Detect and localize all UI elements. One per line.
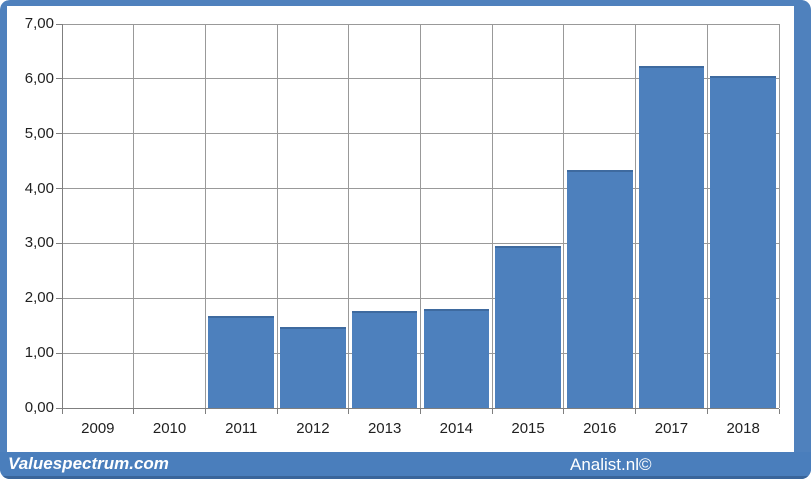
bar-2017 xyxy=(638,65,705,408)
y-axis-line xyxy=(62,24,63,409)
gridline-vertical xyxy=(491,24,493,408)
bar-2012 xyxy=(280,326,346,408)
window-border-top xyxy=(0,0,811,6)
x-axis-tick xyxy=(563,409,565,414)
valuespectrum-brand-text: Valuespectrum.com xyxy=(8,454,169,473)
x-axis-tick-label: 2014 xyxy=(439,420,474,437)
x-axis-tick-label: 2018 xyxy=(726,420,760,437)
gridline-vertical xyxy=(563,24,565,408)
gridline-vertical xyxy=(204,24,206,408)
x-axis-tick xyxy=(204,409,206,414)
y-axis-tick-label: 7,00 xyxy=(24,15,54,32)
y-axis-tick xyxy=(56,242,62,244)
gridline-vertical xyxy=(348,24,350,408)
y-axis-tick-label: 2,00 xyxy=(24,289,54,307)
x-axis-line xyxy=(62,408,779,409)
x-axis-tick-label: 2011 xyxy=(225,420,258,437)
bar-2018 xyxy=(710,76,776,408)
y-axis-tick xyxy=(56,407,62,409)
bar-2014 xyxy=(423,308,490,408)
window-border-right xyxy=(794,0,811,479)
gridline-vertical xyxy=(133,24,135,408)
window-border-left xyxy=(0,0,7,479)
x-axis-tick xyxy=(778,409,780,414)
y-axis-tick-label: 3,00 xyxy=(24,234,54,252)
x-axis-tick-label: 2017 xyxy=(654,420,689,437)
bar-2011 xyxy=(208,315,275,408)
x-axis-tick xyxy=(491,409,493,414)
gridline-vertical xyxy=(706,24,708,408)
gridline-vertical xyxy=(635,24,637,408)
y-axis-tick-label: 4,00 xyxy=(24,179,54,197)
y-axis-tick-label: 6,00 xyxy=(24,69,54,87)
bar-2015 xyxy=(495,245,561,408)
y-axis-tick-label: 1,00 xyxy=(24,344,54,362)
bar-2016 xyxy=(566,170,633,408)
gridline-vertical xyxy=(778,24,780,408)
x-axis-tick xyxy=(706,409,708,414)
y-axis-tick xyxy=(56,23,62,25)
y-axis-tick-label: 5,00 xyxy=(24,124,54,142)
y-axis-tick-label: 0,00 xyxy=(24,399,54,416)
y-axis-tick xyxy=(56,352,62,354)
x-axis-tick xyxy=(61,409,63,414)
x-axis-tick-label: 2010 xyxy=(152,420,187,437)
gridline-vertical xyxy=(276,24,278,408)
y-axis-tick xyxy=(56,297,62,299)
x-axis-tick-label: 2016 xyxy=(583,420,617,437)
x-axis-tick-label: 2012 xyxy=(296,420,330,437)
footer-bar: Valuespectrum.com Analist.nl© xyxy=(0,452,811,479)
y-axis-tick xyxy=(56,78,62,80)
x-axis-tick xyxy=(420,409,421,414)
y-axis-tick xyxy=(56,133,62,135)
x-axis-tick xyxy=(635,409,637,414)
bar-2013 xyxy=(351,310,418,408)
y-axis-tick xyxy=(56,188,62,190)
x-axis-tick-label: 2009 xyxy=(81,420,115,437)
x-axis-tick-label: 2013 xyxy=(367,420,402,437)
x-axis-tick-label: 2015 xyxy=(511,420,545,437)
plot-area xyxy=(56,23,780,414)
x-axis-tick xyxy=(133,409,135,414)
x-axis-tick xyxy=(348,409,350,414)
analist-credit-text: Analist.nl© xyxy=(570,455,652,474)
x-axis-tick xyxy=(276,409,278,414)
gridline-vertical xyxy=(420,24,421,408)
